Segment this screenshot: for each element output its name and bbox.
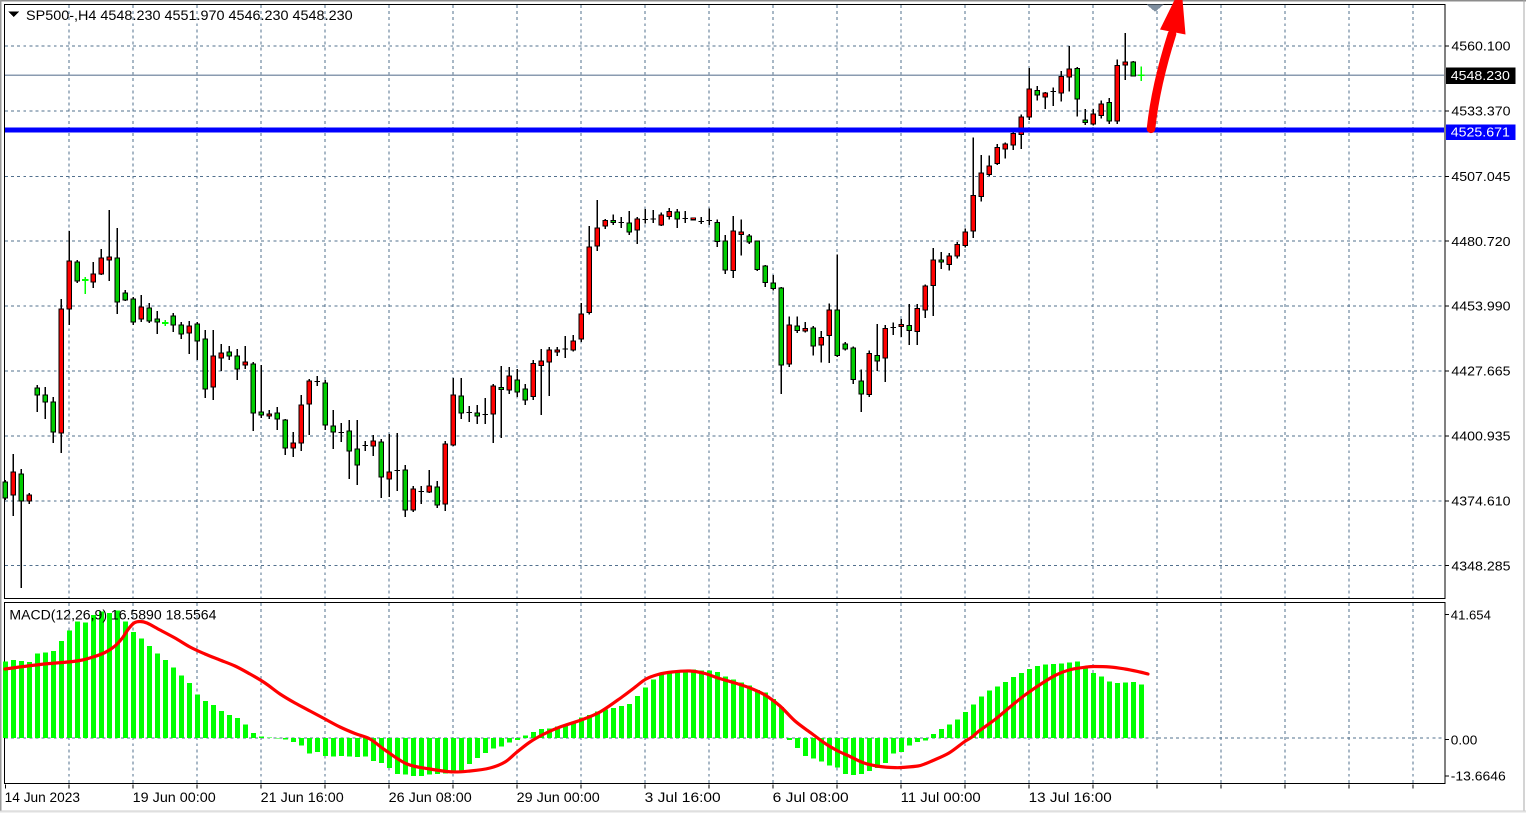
svg-text:6 Jul 08:00: 6 Jul 08:00 xyxy=(773,790,849,805)
svg-text:4480.720: 4480.720 xyxy=(1451,234,1510,249)
svg-text:-13.6646: -13.6646 xyxy=(1451,769,1506,784)
svg-text:19 Jun 00:00: 19 Jun 00:00 xyxy=(133,790,216,805)
svg-text:4348.285: 4348.285 xyxy=(1451,558,1510,573)
svg-text:4453.990: 4453.990 xyxy=(1451,299,1510,314)
svg-text:4560.100: 4560.100 xyxy=(1451,39,1510,54)
svg-text:11 Jul 00:00: 11 Jul 00:00 xyxy=(901,790,981,805)
svg-text:26 Jun 08:00: 26 Jun 08:00 xyxy=(389,790,472,805)
svg-text:4533.370: 4533.370 xyxy=(1451,104,1510,119)
svg-text:41.654: 41.654 xyxy=(1451,607,1491,622)
svg-text:14 Jun 2023: 14 Jun 2023 xyxy=(5,790,80,805)
svg-text:4548.230: 4548.230 xyxy=(1451,68,1510,83)
svg-text:MACD(12,26,9) 16.5890 18.5564: MACD(12,26,9) 16.5890 18.5564 xyxy=(9,608,217,623)
svg-text:4374.610: 4374.610 xyxy=(1451,493,1510,508)
svg-text:4400.935: 4400.935 xyxy=(1451,429,1510,444)
svg-text:3 Jul 16:00: 3 Jul 16:00 xyxy=(645,790,721,805)
svg-text:21 Jun 16:00: 21 Jun 16:00 xyxy=(261,790,344,805)
svg-text:4525.671: 4525.671 xyxy=(1451,125,1510,140)
svg-text:29 Jun 00:00: 29 Jun 00:00 xyxy=(517,790,600,805)
svg-text:4507.045: 4507.045 xyxy=(1451,169,1510,184)
svg-text:SP500-,H4 4548.230 4551.970 4: SP500-,H4 4548.230 4551.970 4546.230 454… xyxy=(26,8,353,23)
svg-text:4427.665: 4427.665 xyxy=(1451,364,1510,379)
svg-text:13 Jul 16:00: 13 Jul 16:00 xyxy=(1029,790,1112,805)
svg-text:0.00: 0.00 xyxy=(1451,732,1478,747)
